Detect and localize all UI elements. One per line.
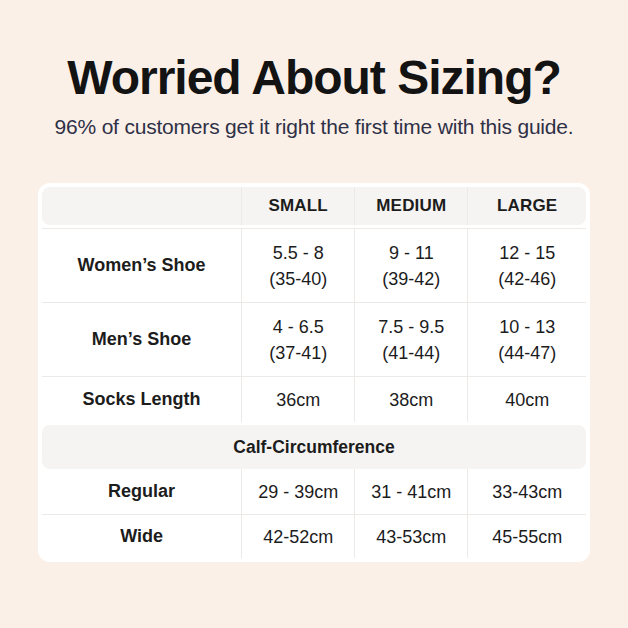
page-header: Worried About Sizing? 96% of customers g… (0, 0, 628, 139)
size-us: 10 - 13 (499, 314, 555, 340)
size-eu: (35-40) (269, 266, 327, 292)
mens-medium-cell: 7.5 - 9.5 (41-44) (354, 303, 467, 376)
calf-circumference-section-header: Calf-Circumference (42, 425, 586, 469)
row-label: Women’s Shoe (42, 229, 241, 302)
size-guide-table: SMALL MEDIUM LARGE Women’s Shoe 5.5 - 8 … (38, 183, 590, 562)
womens-small-cell: 5.5 - 8 (35-40) (241, 229, 354, 302)
table-row-womens-shoe: Women’s Shoe 5.5 - 8 (35-40) 9 - 11 (39-… (42, 228, 586, 302)
size-us: 4 - 6.5 (273, 314, 324, 340)
womens-medium-cell: 9 - 11 (39-42) (354, 229, 467, 302)
size-us: 12 - 15 (499, 240, 555, 266)
socks-large-cell: 40cm (467, 377, 586, 422)
header-cell-large: LARGE (467, 187, 586, 225)
wide-large-cell: 45-55cm (467, 515, 586, 558)
header-cell-small: SMALL (241, 187, 354, 225)
page-subtitle: 96% of customers get it right the first … (0, 115, 628, 139)
row-label: Wide (42, 515, 241, 558)
table-row-socks-length: Socks Length 36cm 38cm 40cm (42, 376, 586, 422)
regular-small-cell: 29 - 39cm (241, 469, 354, 514)
header-cell-empty (42, 187, 241, 225)
mens-small-cell: 4 - 6.5 (37-41) (241, 303, 354, 376)
row-label: Men’s Shoe (42, 303, 241, 376)
size-eu: (42-46) (498, 266, 556, 292)
wide-medium-cell: 43-53cm (354, 515, 467, 558)
size-eu: (39-42) (382, 266, 440, 292)
mens-large-cell: 10 - 13 (44-47) (467, 303, 586, 376)
size-eu: (44-47) (498, 340, 556, 366)
table-row-regular: Regular 29 - 39cm 31 - 41cm 33-43cm (42, 469, 586, 514)
womens-large-cell: 12 - 15 (42-46) (467, 229, 586, 302)
table-row-mens-shoe: Men’s Shoe 4 - 6.5 (37-41) 7.5 - 9.5 (41… (42, 302, 586, 376)
table-row-wide: Wide 42-52cm 43-53cm 45-55cm (42, 514, 586, 558)
row-label: Socks Length (42, 377, 241, 422)
size-eu: (41-44) (382, 340, 440, 366)
size-us: 7.5 - 9.5 (378, 314, 444, 340)
page-title: Worried About Sizing? (0, 50, 628, 105)
regular-large-cell: 33-43cm (467, 469, 586, 514)
header-cell-medium: MEDIUM (354, 187, 467, 225)
socks-small-cell: 36cm (241, 377, 354, 422)
size-us: 9 - 11 (389, 240, 434, 266)
wide-small-cell: 42-52cm (241, 515, 354, 558)
socks-medium-cell: 38cm (354, 377, 467, 422)
size-us: 5.5 - 8 (273, 240, 324, 266)
regular-medium-cell: 31 - 41cm (354, 469, 467, 514)
row-label: Regular (42, 469, 241, 514)
table-header-row: SMALL MEDIUM LARGE (42, 187, 586, 225)
size-eu: (37-41) (269, 340, 327, 366)
